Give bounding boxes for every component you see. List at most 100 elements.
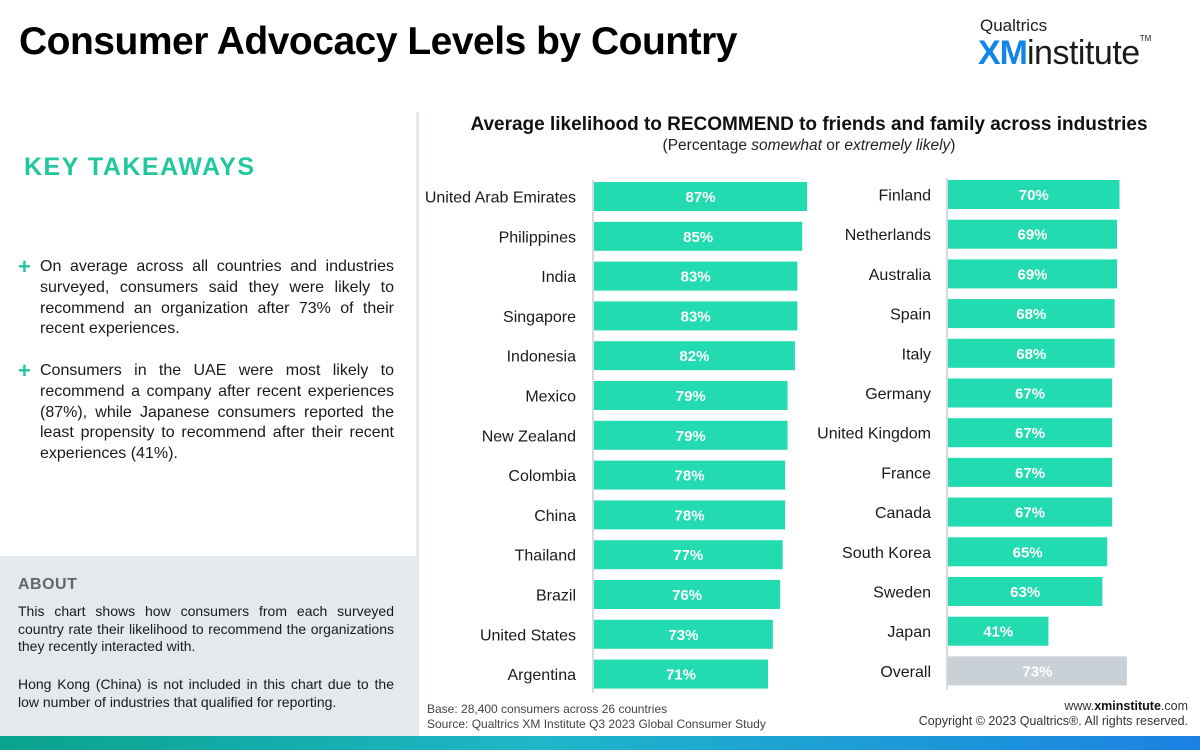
- bar-value-label: 85%: [683, 229, 713, 246]
- about-paragraph: Hong Kong (China) is not included in thi…: [18, 676, 394, 710]
- category-label: Indonesia: [507, 349, 576, 366]
- category-label: New Zealand: [482, 428, 576, 445]
- plus-icon: +: [18, 358, 31, 383]
- bar-japan: [948, 616, 1049, 646]
- category-label: Mexico: [525, 389, 576, 406]
- category-label: United Arab Emirates: [425, 190, 576, 207]
- page-title: Consumer Advocacy Levels by Country: [19, 20, 737, 63]
- bar-value-label: 73%: [668, 627, 698, 644]
- bar-united-kingdom: [948, 418, 1113, 448]
- bar-value-label: 68%: [1016, 346, 1046, 363]
- bar-value-label: 67%: [1015, 386, 1045, 403]
- logo-trademark: TM: [1139, 34, 1152, 43]
- bar-value-label: 76%: [672, 587, 702, 604]
- category-label: Spain: [890, 307, 931, 324]
- category-label: Overall: [880, 664, 931, 681]
- category-label: Brazil: [536, 588, 576, 605]
- bar-value-label: 77%: [673, 547, 703, 564]
- category-label: South Korea: [842, 545, 931, 562]
- bar-value-label: 65%: [1013, 544, 1043, 561]
- category-label: Argentina: [508, 667, 577, 684]
- bar-value-label: 79%: [676, 428, 706, 445]
- bar-united-states: [594, 619, 773, 649]
- takeaway-text: On average across all countries and indu…: [40, 258, 394, 338]
- category-label: Netherlands: [845, 227, 931, 244]
- chart-title: Average likelihood to RECOMMEND to frien…: [470, 114, 1148, 135]
- category-label: China: [534, 508, 576, 525]
- bar-new-zealand: [594, 420, 788, 450]
- bar-value-label: 82%: [679, 348, 709, 365]
- source-note: Source: Qualtrics XM Institute Q3 2023 G…: [427, 717, 766, 731]
- bar-singapore: [594, 301, 798, 331]
- website-link[interactable]: www.xminstitute.com: [1064, 699, 1188, 713]
- category-label: Australia: [869, 267, 931, 284]
- bar-value-label: 69%: [1018, 266, 1048, 283]
- bar-india: [594, 261, 798, 291]
- chart-subtitle: (Percentage somewhat or extremely likely…: [662, 137, 956, 154]
- category-label: France: [881, 465, 931, 482]
- category-label: United Kingdom: [817, 426, 931, 443]
- takeaway-bullet: + Consumers in the UAE were most likely …: [18, 358, 394, 465]
- category-label: Italy: [902, 346, 931, 363]
- bar-thailand: [594, 540, 783, 570]
- bar-canada: [948, 497, 1113, 527]
- bar-brazil: [594, 580, 781, 609]
- bar-value-label: 67%: [1015, 505, 1045, 522]
- base-note: Base: 28,400 consumers across 26 countri…: [427, 702, 668, 716]
- bar-france: [948, 457, 1113, 487]
- bar-netherlands: [948, 219, 1118, 249]
- logo-wordmark: XMinstituteTM: [978, 34, 1151, 73]
- takeaway-text: Consumers in the UAE were most likely to…: [40, 362, 394, 463]
- vertical-divider: [416, 112, 419, 736]
- category-label: Singapore: [503, 309, 576, 326]
- bar-australia: [948, 259, 1118, 289]
- about-paragraph: This chart shows how consumers from each…: [18, 603, 394, 654]
- category-label: India: [541, 269, 576, 286]
- bar-finland: [948, 180, 1120, 209]
- bar-value-label: 71%: [666, 667, 696, 684]
- bar-value-label: 67%: [1015, 465, 1045, 482]
- logo-institute: institute: [1027, 34, 1140, 72]
- bar-germany: [948, 378, 1113, 408]
- copyright-text: Copyright © 2023 Qualtrics®. All rights …: [918, 714, 1188, 728]
- bar-united-arab-emirates: [594, 182, 808, 211]
- bar-value-label: 78%: [675, 468, 705, 485]
- about-title: ABOUT: [18, 576, 78, 593]
- category-label: Philippines: [499, 229, 576, 246]
- bar-value-label: 70%: [1019, 187, 1049, 204]
- key-takeaways-title: KEY TAKEAWAYS: [24, 153, 256, 181]
- category-label: Colombia: [508, 468, 576, 485]
- xm-institute-logo: Qualtrics XMinstituteTM: [978, 16, 1178, 76]
- bar-south-korea: [948, 537, 1108, 567]
- category-label: Japan: [887, 624, 931, 641]
- key-takeaways-panel: KEY TAKEAWAYS + On average across all co…: [0, 112, 416, 554]
- bottom-accent-strip: [0, 736, 1200, 750]
- bar-value-label: 87%: [686, 189, 716, 206]
- about-panel: ABOUT This chart shows how consumers fro…: [0, 556, 416, 736]
- bar-value-label: 69%: [1018, 227, 1048, 244]
- category-label: Canada: [875, 505, 931, 522]
- category-label: Thailand: [515, 548, 576, 565]
- bar-value-label: 83%: [681, 308, 711, 325]
- bar-value-label: 63%: [1010, 584, 1040, 601]
- logo-brand: Qualtrics: [980, 16, 1048, 35]
- bar-sweden: [948, 577, 1103, 606]
- bar-mexico: [594, 381, 788, 410]
- bar-spain: [948, 299, 1115, 329]
- bar-value-label: 83%: [681, 269, 711, 286]
- takeaway-bullet: + On average across all countries and in…: [18, 254, 394, 340]
- category-label: Finland: [879, 188, 931, 205]
- plus-icon: +: [18, 254, 31, 279]
- bar-overall: [948, 656, 1127, 686]
- bar-china: [594, 500, 786, 530]
- bar-value-label: 67%: [1015, 425, 1045, 442]
- logo-xm: XM: [978, 34, 1028, 72]
- bar-colombia: [594, 460, 786, 490]
- bar-value-label: 73%: [1022, 663, 1052, 680]
- bar-indonesia: [594, 341, 795, 371]
- category-label: United States: [480, 627, 576, 644]
- category-label: Germany: [865, 386, 931, 403]
- bar-italy: [948, 338, 1115, 368]
- bar-argentina: [594, 659, 768, 689]
